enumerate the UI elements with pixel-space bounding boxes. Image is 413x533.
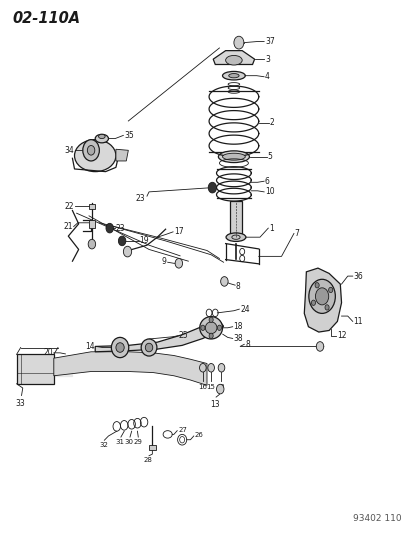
FancyBboxPatch shape (89, 220, 95, 228)
Circle shape (220, 277, 228, 286)
Text: 38: 38 (233, 334, 242, 343)
Circle shape (175, 259, 182, 268)
Text: 8: 8 (235, 282, 240, 290)
Circle shape (207, 364, 214, 372)
Text: 7: 7 (294, 229, 299, 238)
Circle shape (324, 305, 328, 310)
Text: 8: 8 (244, 340, 249, 349)
Text: 3: 3 (264, 55, 269, 63)
Text: 37: 37 (264, 37, 274, 46)
Text: 14: 14 (85, 342, 95, 351)
Text: 23: 23 (135, 194, 145, 203)
Ellipse shape (199, 317, 222, 339)
Ellipse shape (141, 339, 157, 356)
Ellipse shape (111, 337, 128, 358)
Text: 11: 11 (353, 317, 362, 326)
Text: 4: 4 (264, 72, 269, 81)
Text: 15: 15 (206, 384, 215, 390)
Text: 93402 110: 93402 110 (352, 514, 401, 523)
FancyBboxPatch shape (149, 445, 155, 450)
Ellipse shape (116, 343, 124, 352)
Circle shape (118, 236, 126, 246)
Text: 18: 18 (233, 322, 242, 331)
Text: 17: 17 (173, 228, 183, 236)
Ellipse shape (225, 233, 245, 241)
Text: 2: 2 (269, 118, 274, 127)
Circle shape (218, 364, 224, 372)
Circle shape (199, 364, 206, 372)
FancyBboxPatch shape (88, 204, 95, 209)
Circle shape (209, 317, 213, 322)
Polygon shape (95, 321, 223, 352)
Text: 26: 26 (194, 432, 203, 439)
Text: 32: 32 (99, 442, 108, 448)
Text: 23: 23 (116, 224, 125, 232)
Text: 6: 6 (264, 177, 269, 185)
Text: 19: 19 (139, 237, 149, 245)
Text: 34: 34 (64, 146, 74, 155)
Circle shape (314, 282, 318, 288)
Circle shape (208, 182, 216, 193)
Text: 10: 10 (264, 188, 274, 196)
Polygon shape (213, 51, 254, 64)
Circle shape (88, 239, 95, 249)
Ellipse shape (98, 134, 105, 139)
Polygon shape (304, 268, 341, 332)
Ellipse shape (205, 322, 216, 334)
Ellipse shape (228, 74, 239, 78)
Ellipse shape (74, 140, 116, 172)
Ellipse shape (222, 71, 244, 80)
Text: 25: 25 (178, 332, 188, 340)
Text: 8: 8 (219, 384, 223, 390)
Ellipse shape (95, 134, 108, 143)
Text: 29: 29 (133, 439, 142, 445)
Circle shape (328, 287, 332, 293)
Circle shape (106, 223, 113, 233)
Text: 9: 9 (161, 257, 166, 265)
Text: 12: 12 (336, 332, 346, 340)
Text: 21: 21 (63, 222, 73, 231)
Ellipse shape (145, 343, 152, 352)
FancyBboxPatch shape (17, 354, 54, 384)
Text: 28: 28 (143, 457, 152, 463)
Polygon shape (54, 352, 206, 385)
FancyBboxPatch shape (229, 201, 242, 237)
Text: 1: 1 (268, 224, 273, 232)
Text: 27: 27 (178, 427, 186, 433)
Circle shape (123, 246, 131, 257)
Text: 02-110A: 02-110A (12, 11, 81, 26)
Text: 33: 33 (16, 399, 26, 408)
Text: 31: 31 (115, 439, 124, 445)
Ellipse shape (225, 55, 242, 65)
Ellipse shape (222, 154, 244, 160)
Text: 16: 16 (198, 384, 207, 390)
Text: 13: 13 (210, 400, 220, 409)
Ellipse shape (218, 151, 249, 163)
Circle shape (200, 325, 204, 330)
Text: 35: 35 (124, 131, 134, 140)
Text: 5: 5 (267, 152, 272, 161)
Circle shape (83, 140, 99, 161)
Circle shape (87, 146, 95, 155)
Circle shape (233, 36, 243, 49)
Text: 22: 22 (64, 202, 74, 211)
Text: 20: 20 (43, 349, 53, 357)
Polygon shape (116, 149, 128, 161)
Text: 24: 24 (240, 305, 249, 313)
Circle shape (209, 333, 213, 338)
Circle shape (315, 288, 328, 305)
Text: 36: 36 (353, 272, 363, 280)
Circle shape (316, 342, 323, 351)
Circle shape (217, 325, 221, 330)
Circle shape (311, 300, 315, 305)
Text: 30: 30 (124, 439, 133, 445)
Circle shape (216, 384, 223, 394)
Circle shape (308, 279, 335, 313)
